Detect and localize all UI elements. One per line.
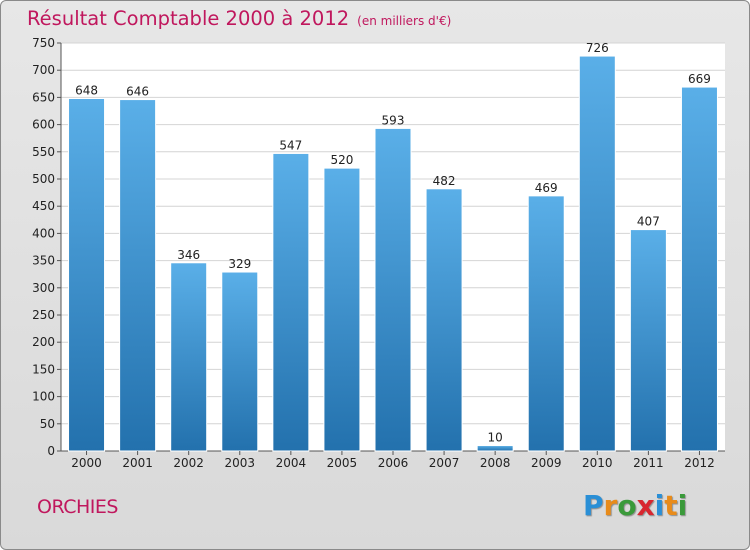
chart-title-text: Résultat Comptable 2000 à 2012	[27, 7, 350, 30]
x-tick-label-2011: 2011	[633, 456, 664, 470]
x-tick-label-2006: 2006	[378, 456, 409, 470]
chart-subtitle: (en milliers d'€)	[357, 14, 452, 28]
y-tick-label: 550	[32, 145, 55, 159]
logo-letter: x	[636, 489, 655, 522]
y-tick-label: 300	[32, 281, 55, 295]
logo-letter: t	[664, 489, 678, 522]
y-tick-label: 350	[32, 254, 55, 268]
x-tick-label-2012: 2012	[684, 456, 715, 470]
data-label-2009: 469	[535, 181, 558, 195]
data-label-2010: 726	[586, 41, 609, 55]
bar-2005	[323, 167, 361, 452]
x-tick-label-2000: 2000	[71, 456, 102, 470]
bar-2008	[476, 445, 514, 452]
y-tick-label: 750	[32, 36, 55, 50]
x-tick-label-2009: 2009	[531, 456, 562, 470]
x-tick-label-2007: 2007	[429, 456, 460, 470]
x-tick-label-2004: 2004	[276, 456, 307, 470]
bar-2010	[578, 55, 616, 452]
logo-letter: i	[654, 489, 665, 522]
data-label-2003: 329	[228, 257, 251, 271]
y-tick-label: 250	[32, 308, 55, 322]
y-tick-label: 150	[32, 362, 55, 376]
data-label-2012: 669	[688, 72, 711, 86]
bar-2000	[68, 97, 106, 452]
bar-2006	[374, 127, 412, 452]
x-tick-label-2010: 2010	[582, 456, 613, 470]
bar-2002	[170, 262, 208, 452]
y-tick-label: 100	[32, 390, 55, 404]
x-tick-label-2003: 2003	[224, 456, 255, 470]
data-label-2007: 482	[433, 174, 456, 188]
data-label-2001: 646	[126, 85, 149, 99]
bar-2001	[119, 99, 157, 452]
data-label-2008: 10	[488, 431, 503, 445]
y-tick-label: 200	[32, 335, 55, 349]
data-label-2011: 407	[637, 215, 660, 229]
x-tick-label-2005: 2005	[327, 456, 358, 470]
bar-2009	[527, 195, 565, 452]
y-tick-label: 650	[32, 90, 55, 104]
y-tick-label: 500	[32, 172, 55, 186]
data-label-2004: 547	[279, 138, 302, 152]
logo-letter: i	[677, 489, 688, 522]
proxiti-logo: Proxiti	[583, 489, 687, 522]
data-label-2006: 593	[382, 113, 405, 127]
y-tick-label: 700	[32, 63, 55, 77]
data-label-2002: 346	[177, 248, 200, 262]
x-tick-label-2008: 2008	[480, 456, 511, 470]
data-label-2000: 648	[75, 83, 98, 97]
y-tick-label: 0	[47, 444, 55, 458]
bar-2007	[425, 188, 463, 452]
bar-2004	[272, 152, 310, 452]
bar-2012	[680, 86, 718, 452]
x-tick-label-2001: 2001	[122, 456, 153, 470]
bar-2003	[221, 271, 259, 452]
y-tick-label: 450	[32, 199, 55, 213]
logo-letter: o	[617, 489, 637, 522]
logo-letter: P	[583, 489, 604, 522]
bar-2011	[629, 229, 667, 452]
x-tick-label-2002: 2002	[173, 456, 204, 470]
commune-name: ORCHIES	[37, 496, 118, 518]
y-tick-label: 600	[32, 118, 55, 132]
logo-letter: r	[603, 489, 618, 522]
y-tick-label: 400	[32, 226, 55, 240]
chart-title: Résultat Comptable 2000 à 2012 (en millie…	[27, 7, 451, 30]
data-label-2005: 520	[330, 153, 353, 167]
y-tick-label: 50	[40, 417, 55, 431]
